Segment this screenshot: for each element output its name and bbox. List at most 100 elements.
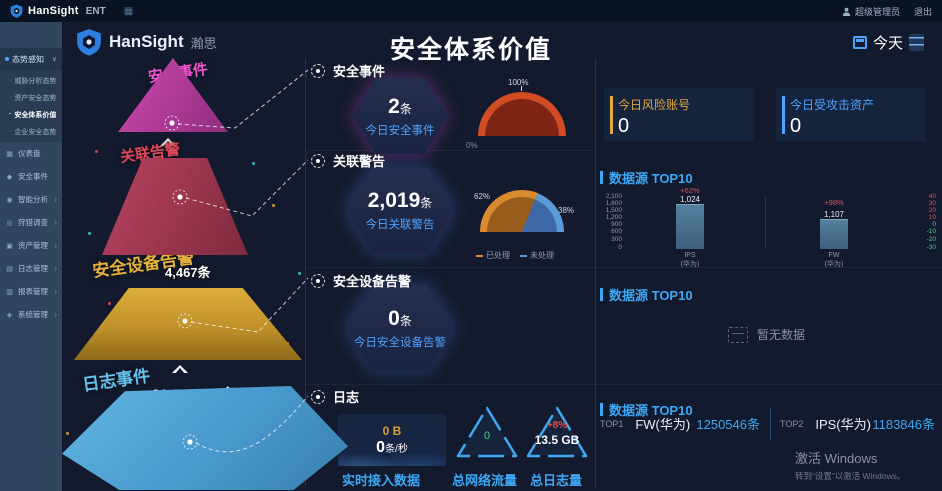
item-label: 安全事件 [18,172,48,181]
risk-account-card: 今日风险账号 0 [604,88,754,142]
gauge-tick [521,86,522,91]
sidebar-item-situation-awareness[interactable]: 态势感知 ∨ [0,48,62,70]
watermark-line2: 转到“设置”以激活 Windows。 [795,471,906,481]
page-title: 安全体系价值 [389,36,552,64]
hex-stat-today-events: 2条 今日安全事件 [352,78,448,154]
bar-pct: +62% [680,186,700,195]
ingest-rate-unit: 条/秒 [385,443,408,455]
sidebar-item-dashboard[interactable]: ▦ 仪表盘 [0,142,62,165]
title-bar-icon [600,403,603,416]
sidebar-parent-label: 态势感知 [12,54,44,64]
dot-icon: · [9,94,12,101]
sidebar-subitem-security-value-active[interactable]: · 安全体系价值 [0,106,62,123]
particle-icon [252,162,255,165]
logout-link[interactable]: 退出 [913,6,932,17]
sidebar-item-assets[interactable]: ▣ 资产管理 › [0,234,62,257]
source-count: 1250546条 [696,417,760,432]
target-icon [311,273,325,288]
chevron-right-icon: › [54,195,57,204]
divider [305,384,942,385]
traffic-value: 0 [483,430,491,442]
card-label: 今日受攻击资产 [790,98,875,112]
gauge-top-label: 100% [508,78,529,87]
ytick-right: -20 [926,236,936,243]
logo-subtext: 瀚思 [190,35,217,51]
username: 超级管理员 [854,6,900,17]
correlated-gauge [480,190,564,232]
user-menu[interactable]: 超级管理员 [842,5,900,18]
particle-icon [108,302,111,305]
sidebar-subitem-asset[interactable]: · 资产安全态势 [0,89,62,106]
hunt-icon: ◎ [6,219,13,227]
marker-label: 日志 [333,390,360,405]
item-label: 狩猎调查 [18,218,48,227]
logvol-pct: +8% [546,420,568,431]
report-icon: ▥ [6,288,13,296]
gauge-right-label: 38% [558,206,575,215]
top2-row: TOP2 IPS(华为) 1183846条 [780,414,935,433]
user-icon [842,7,851,16]
hex-value: 0 [388,306,400,330]
logo-text: HanSight [109,32,184,51]
sidebar-subitem-enterprise[interactable]: · 企业安全态势 [0,123,62,140]
calendar-icon [852,36,867,49]
datasource-top10-title-2: 数据源 TOP10 [600,285,693,304]
pyramid-layer-device-alerts [74,288,302,360]
target-icon [311,389,325,404]
sidebar-item-intel-analysis[interactable]: ◉ 智能分析 › [0,188,62,211]
title-bar-icon [600,288,603,301]
ytick: 0 [618,244,622,251]
sidebar: 态势感知 ∨ · 威胁分析态势 · 资产安全态势 · 安全体系价值 · 企业安全态势 ▦… [0,22,62,491]
hex-stat-today-device-alerts: 0条 今日安全设备告警 [345,285,455,371]
hex-unit: 条 [399,313,412,328]
logvol-label: 总日志量 [530,473,583,488]
ytick-right: 10 [928,214,936,221]
brand-name: HanSight [28,5,79,17]
ytick-right: 0 [932,221,936,228]
dot-icon: · [9,111,12,118]
sidebar-item-hunting[interactable]: ◎ 狩猎调查 › [0,211,62,234]
ytick: 1,200 [605,214,622,221]
divider [770,408,771,440]
subitem-label: 企业安全态势 [14,128,57,136]
datasource-top10-title-3: 数据源 TOP10 [600,400,693,419]
settings-icon: ◈ [6,311,13,319]
section-title: 数据源 TOP10 [609,403,693,418]
sidebar-item-security-events[interactable]: ◆ 安全事件 [0,165,62,188]
marker-label: 安全设备告警 [333,274,412,289]
apps-grid-icon[interactable]: ▦ [123,5,134,17]
pyramid-count-device-alerts: 4,467条 [165,265,211,280]
section-marker-logs: 日志 [311,387,359,406]
sidebar-item-system[interactable]: ◈ 系统管理 › [0,303,62,326]
sidebar-item-reports[interactable]: ▥ 报表管理 › [0,280,62,303]
empty-text: 暂无数据 [757,328,806,342]
hex-unit: 条 [399,101,412,116]
traffic-label: 总网络流量 [452,473,518,488]
brand[interactable]: HanSight ENT [10,4,106,18]
watermark-line1: 激活 Windows [795,451,878,466]
date-filter-button[interactable]: 今天 [872,35,903,52]
item-label: 报表管理 [18,287,48,296]
subitem-label: 资产安全态势 [14,94,57,102]
pyramid-label-logs: 日志事件 [81,366,152,395]
chevron-right-icon: › [54,264,57,273]
view-toggle-badge[interactable] [909,34,924,51]
divider [595,58,596,488]
empty-state: 暂无数据 [728,326,805,343]
sidebar-item-logs[interactable]: ▤ 日志管理 › [0,257,62,280]
bar-ips [676,204,704,249]
brand-suffix: ENT [85,5,106,17]
section-marker-events: 安全事件 [311,61,385,80]
bar-fw [820,219,848,249]
particle-icon [95,150,98,153]
section-title: 数据源 TOP10 [609,288,693,303]
legend-label: 未处理 [530,251,554,260]
empty-box-icon [728,326,748,343]
sidebar-subitem-threat[interactable]: · 威胁分析态势 [0,72,62,89]
accent-bar [782,96,785,134]
bullet-icon [5,57,9,61]
particle-icon [272,204,275,207]
ingest-rate: 0 [376,438,386,456]
item-label: 日志管理 [18,264,48,273]
analysis-icon: ◉ [6,196,13,204]
